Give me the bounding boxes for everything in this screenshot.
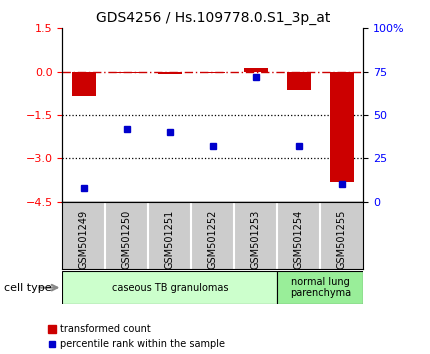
Bar [330,72,353,182]
Text: GSM501255: GSM501255 [337,210,347,269]
Text: GSM501250: GSM501250 [122,210,132,269]
Bar [62,271,277,304]
Text: GSM501252: GSM501252 [208,210,218,269]
Bar [287,72,310,91]
Text: GSM501251: GSM501251 [165,210,175,269]
Text: cell type: cell type [4,282,52,293]
Bar [158,72,181,74]
Bar [72,72,95,96]
Title: GDS4256 / Hs.109778.0.S1_3p_at: GDS4256 / Hs.109778.0.S1_3p_at [95,11,330,24]
Text: GSM501253: GSM501253 [251,210,261,269]
Text: GSM501249: GSM501249 [79,210,89,269]
Bar [115,72,138,73]
Text: GSM501254: GSM501254 [294,210,304,269]
Text: caseous TB granulomas: caseous TB granulomas [112,282,228,293]
Bar [277,271,363,304]
Text: normal lung
parenchyma: normal lung parenchyma [290,277,351,298]
Bar [201,72,224,73]
Legend: transformed count, percentile rank within the sample: transformed count, percentile rank withi… [48,324,225,349]
Bar [244,68,267,72]
